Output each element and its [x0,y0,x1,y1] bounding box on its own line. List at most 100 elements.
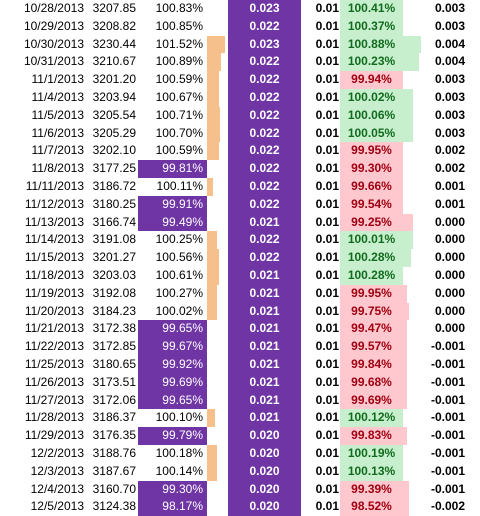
value-cell[interactable]: 0.01 [315,54,339,69]
table-row[interactable]: 12/2/2013 3188.76 100.18% 0.020 0.01 100.19% -… [0,444,480,463]
change-cell[interactable]: 100.05% [340,124,403,143]
table-row[interactable]: 12/5/2013 3124.38 98.17% 0.020 0.01 98.52% -0.… [0,498,480,516]
trend-cell[interactable]: -0.001 [430,463,465,478]
percent-cell[interactable]: 100.27% [155,285,203,300]
rate-cell[interactable]: 0.021 [228,409,301,428]
close-cell[interactable]: 3202.10 [92,143,136,158]
change-cell[interactable]: 99.30% [340,160,403,178]
table-row[interactable]: 11/27/2013 3172.06 99.65% 0.021 0.01 99.69% -0… [0,391,480,410]
date-cell[interactable]: 11/26/2013 [24,374,84,389]
rate-cell[interactable]: 0.021 [228,320,301,339]
value-cell[interactable]: 0.01 [315,214,339,229]
change-cell[interactable]: 100.19% [340,444,403,463]
value-cell[interactable]: 0.01 [315,196,339,211]
rate-cell[interactable]: 0.022 [228,53,301,72]
table-row[interactable]: 11/5/2013 3205.54 100.71% 0.022 0.01 100.06% 0… [0,106,480,125]
date-cell[interactable]: 11/19/2013 [24,285,84,300]
rate-cell[interactable]: 0.023 [228,0,301,18]
value-cell[interactable]: 0.01 [315,285,339,300]
rate-cell[interactable]: 0.022 [228,17,301,36]
close-cell[interactable]: 3184.23 [92,303,136,318]
close-cell[interactable]: 3160.70 [92,481,136,496]
value-cell[interactable]: 0.01 [315,303,339,318]
percent-cell[interactable]: 100.83% [155,1,203,15]
value-cell[interactable]: 0.01 [315,1,339,15]
trend-cell[interactable]: 0.003 [434,1,465,15]
percent-cell[interactable]: 100.71% [155,107,203,122]
trend-cell[interactable]: 0.004 [434,54,465,69]
percent-cell[interactable]: 100.70% [155,125,203,140]
trend-cell[interactable]: -0.001 [430,481,465,496]
close-cell[interactable]: 3208.82 [92,18,136,33]
value-cell[interactable]: 0.01 [315,18,339,33]
trend-cell[interactable]: -0.001 [430,374,465,389]
trend-cell[interactable]: -0.001 [430,339,465,354]
table-row[interactable]: 11/12/2013 3180.25 99.91% 0.022 0.01 99.54% 0.… [0,195,480,214]
rate-cell[interactable]: 0.021 [228,266,301,285]
table-row[interactable]: 10/31/2013 3210.67 100.89% 0.022 0.01 100.23%… [0,53,480,72]
percent-cell[interactable]: 99.81% [138,160,207,178]
value-cell[interactable]: 0.01 [315,107,339,122]
table-row[interactable]: 11/8/2013 3177.25 99.81% 0.022 0.01 99.30% 0.0… [0,160,480,178]
value-cell[interactable]: 0.01 [315,481,339,496]
change-cell[interactable]: 100.88% [340,35,403,54]
percent-cell[interactable]: 101.52% [155,36,203,51]
rate-cell[interactable]: 0.022 [228,124,301,143]
rate-cell[interactable]: 0.020 [228,427,301,445]
close-cell[interactable]: 3230.44 [92,36,136,51]
table-row[interactable]: 12/4/2013 3160.70 99.30% 0.020 0.01 99.39% -0.… [0,480,480,499]
close-cell[interactable]: 3187.67 [92,463,136,478]
percent-cell[interactable]: 99.30% [138,480,207,499]
percent-cell[interactable]: 99.92% [138,355,207,374]
trend-cell[interactable]: -0.001 [430,410,465,425]
rate-cell[interactable]: 0.021 [228,213,301,232]
percent-cell[interactable]: 99.65% [138,391,207,410]
close-cell[interactable]: 3191.08 [92,232,136,247]
date-cell[interactable]: 11/6/2013 [31,125,85,140]
table-row[interactable]: 11/15/2013 3201.27 100.56% 0.022 0.01 100.28%… [0,249,480,267]
change-cell[interactable]: 99.84% [340,355,403,374]
rate-cell[interactable]: 0.021 [228,338,301,356]
change-cell[interactable]: 99.69% [340,391,403,410]
change-cell[interactable]: 99.83% [340,427,403,445]
rate-cell[interactable]: 0.022 [228,231,301,250]
table-row[interactable]: 10/29/2013 3208.82 100.85% 0.022 0.01 100.37%… [0,17,480,36]
rate-cell[interactable]: 0.021 [228,373,301,392]
close-cell[interactable]: 3205.29 [92,125,136,140]
percent-cell[interactable]: 99.49% [138,213,207,232]
trend-cell[interactable]: 0.000 [434,285,465,300]
value-cell[interactable]: 0.01 [315,143,339,158]
percent-cell[interactable]: 100.89% [155,54,203,69]
date-cell[interactable]: 12/5/2013 [30,499,84,514]
trend-cell[interactable]: 0.001 [434,178,465,193]
close-cell[interactable]: 3207.85 [92,1,136,15]
value-cell[interactable]: 0.01 [315,250,339,265]
rate-cell[interactable]: 0.020 [228,462,301,481]
change-cell[interactable]: 99.95% [340,142,403,161]
trend-cell[interactable]: 0.002 [434,143,465,158]
trend-cell[interactable]: 0.003 [434,125,465,140]
close-cell[interactable]: 3166.74 [92,214,136,229]
table-row[interactable]: 11/22/2013 3172.85 99.67% 0.021 0.01 99.57% -0… [0,338,480,356]
date-cell[interactable]: 11/8/2013 [31,161,85,176]
value-cell[interactable]: 0.01 [315,178,339,193]
change-cell[interactable]: 100.28% [340,249,403,267]
table-row[interactable]: 11/18/2013 3203.03 100.61% 0.021 0.01 100.28%… [0,266,480,285]
table-row[interactable]: 11/6/2013 3205.29 100.70% 0.022 0.01 100.05% 0… [0,124,480,143]
rate-cell[interactable]: 0.020 [228,480,301,499]
table-row[interactable]: 11/28/2013 3186.37 100.10% 0.021 0.01 100.12%… [0,409,480,428]
percent-cell[interactable]: 100.11% [156,178,203,193]
percent-cell[interactable]: 100.61% [155,267,203,282]
close-cell[interactable]: 3205.54 [92,107,136,122]
change-cell[interactable]: 99.75% [340,302,403,321]
rate-cell[interactable]: 0.022 [228,177,301,196]
close-cell[interactable]: 3203.03 [92,267,136,282]
rate-cell[interactable]: 0.022 [228,88,301,107]
trend-cell[interactable]: 0.003 [434,72,465,87]
date-cell[interactable]: 12/2/2013 [30,445,84,460]
percent-cell[interactable]: 100.10% [155,410,203,425]
trend-cell[interactable]: 0.000 [434,303,465,318]
percent-cell[interactable]: 100.59% [155,143,203,158]
value-cell[interactable]: 0.01 [315,392,339,407]
value-cell[interactable]: 0.01 [315,72,339,87]
